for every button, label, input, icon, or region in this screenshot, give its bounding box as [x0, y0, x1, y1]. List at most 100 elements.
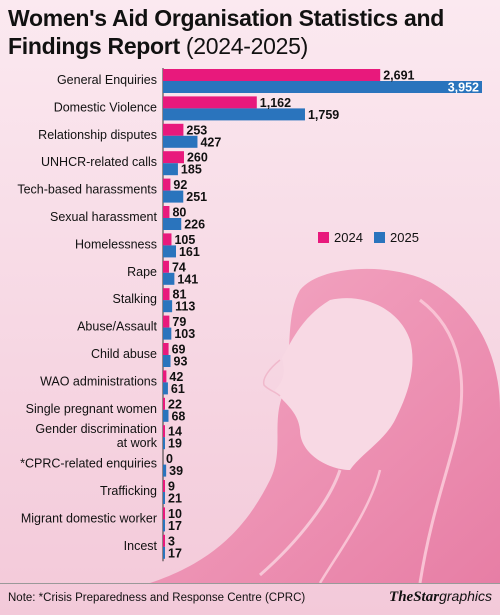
bar-2024: [163, 397, 165, 410]
legend-swatch-2024: [318, 232, 329, 243]
bar-2025: [163, 108, 305, 121]
brand-the: The: [389, 589, 414, 605]
category-label: *CPRC-related enquiries: [20, 457, 157, 471]
bar-2024: [163, 370, 167, 383]
bar-2024: [163, 233, 172, 246]
value-label-2025: 103: [174, 327, 195, 341]
category-label: Sexual harassment: [50, 210, 158, 224]
bar-2024: [163, 260, 169, 273]
value-label-2025: 113: [175, 300, 195, 314]
category-label: Relationship disputes: [38, 128, 157, 142]
value-label-2025: 1,759: [308, 108, 339, 122]
category-label: Incest: [124, 539, 158, 553]
value-label-2024: 80: [172, 206, 186, 220]
bar-2024: [163, 507, 165, 520]
bar-2024: [163, 534, 165, 547]
bar-2025: [163, 355, 171, 367]
legend-label-2024: 2024: [334, 230, 363, 245]
value-label-2025: 185: [181, 163, 202, 177]
category-label: Tech-based harassments: [17, 183, 157, 197]
bar-2025: [163, 163, 178, 176]
bar-2025: [163, 245, 176, 258]
brand-logo: TheStargraphics: [389, 588, 492, 606]
value-label-2024: 81: [173, 288, 187, 302]
value-label-2024: 74: [172, 260, 186, 274]
bar-2025: [163, 546, 165, 559]
category-label: Child abuse: [91, 347, 157, 361]
category-label: WAO administrations: [40, 374, 157, 388]
bar-2025: [163, 190, 184, 203]
category-label: Domestic Violence: [54, 100, 157, 114]
footer: Note: *Crisis Preparedness and Response …: [0, 583, 500, 615]
value-label-2024: 1,162: [260, 96, 291, 110]
value-label-2024: 105: [174, 233, 195, 247]
bar-2025: [163, 327, 172, 340]
bar-2024: [163, 480, 165, 492]
category-label: UNHCR-related calls: [41, 155, 157, 169]
bar-2025: [163, 81, 482, 93]
value-label-2025: 161: [179, 245, 200, 259]
value-label-2024: 42: [169, 370, 183, 384]
bar-2025: [163, 492, 165, 504]
legend-label-2025: 2025: [390, 230, 419, 245]
bar-2025: [163, 382, 168, 395]
category-label: Gender discrimination at work: [35, 422, 157, 450]
value-label-2024: 10: [168, 507, 182, 521]
bar-2024: [163, 315, 170, 328]
footnote: Note: *Crisis Preparedness and Response …: [8, 592, 306, 604]
value-label-2025: 21: [168, 492, 182, 506]
value-label-2024: 22: [168, 397, 182, 411]
value-label-2024: 260: [187, 151, 208, 165]
bar-2024: [163, 151, 184, 164]
chart-title-main: Women's Aid Organisation Statistics and …: [8, 5, 444, 59]
value-label-2024: 14: [168, 425, 182, 439]
bar-2025: [163, 272, 175, 285]
category-label: General Enquiries: [57, 73, 157, 87]
legend-swatch-2025: [374, 232, 385, 243]
category-label: Migrant domestic worker: [21, 511, 157, 525]
value-label-2024: 3: [168, 534, 175, 548]
bar-2024: [163, 123, 184, 136]
value-label-2025: 19: [168, 437, 182, 451]
brand-graphics: graphics: [439, 588, 492, 604]
value-label-2024: 79: [172, 315, 186, 329]
woman-silhouette-icon: [150, 268, 500, 584]
bar-2025: [163, 519, 165, 532]
bar-2024: [163, 425, 165, 438]
bar-2024: [163, 206, 170, 218]
value-label-2025: 93: [174, 355, 188, 369]
value-label-2025: 61: [171, 382, 185, 396]
value-label-2025: 141: [177, 272, 198, 286]
bar-2025: [163, 218, 182, 230]
bar-2025: [163, 409, 169, 422]
category-label: Abuse/Assault: [77, 320, 157, 334]
bar-2025: [163, 437, 165, 450]
category-label: Homelessness: [75, 237, 157, 251]
category-label: Trafficking: [100, 484, 157, 498]
value-label-2025: 39: [169, 464, 183, 478]
value-label-2025: 17: [168, 519, 182, 533]
bar-2024: [163, 343, 169, 355]
value-label-2025: 3,952: [448, 81, 479, 95]
value-label-2025: 226: [184, 218, 205, 232]
bar-2024: [163, 69, 381, 81]
value-label-2024: 92: [173, 178, 187, 192]
bar-2024: [163, 96, 257, 109]
bar-2025: [163, 464, 167, 477]
value-label-2025: 17: [168, 546, 182, 560]
brand-star: Star: [413, 589, 440, 605]
bar-2025: [163, 135, 198, 148]
value-label-2024: 2,691: [383, 69, 414, 83]
bar-chart: General Enquiries 2,691 3,952 Domestic Viol…: [17, 68, 482, 562]
value-label-2024: 69: [172, 343, 186, 357]
value-label-2025: 68: [171, 409, 185, 423]
value-label-2024: 9: [168, 480, 175, 494]
value-label-2024: 0: [166, 452, 173, 466]
chart-title-years: (2024-2025): [185, 33, 308, 59]
bar-2024: [163, 178, 171, 191]
bar-2024: [163, 288, 170, 301]
bar-2025: [163, 300, 173, 313]
category-label: Rape: [127, 265, 157, 279]
value-label-2025: 251: [186, 190, 207, 204]
